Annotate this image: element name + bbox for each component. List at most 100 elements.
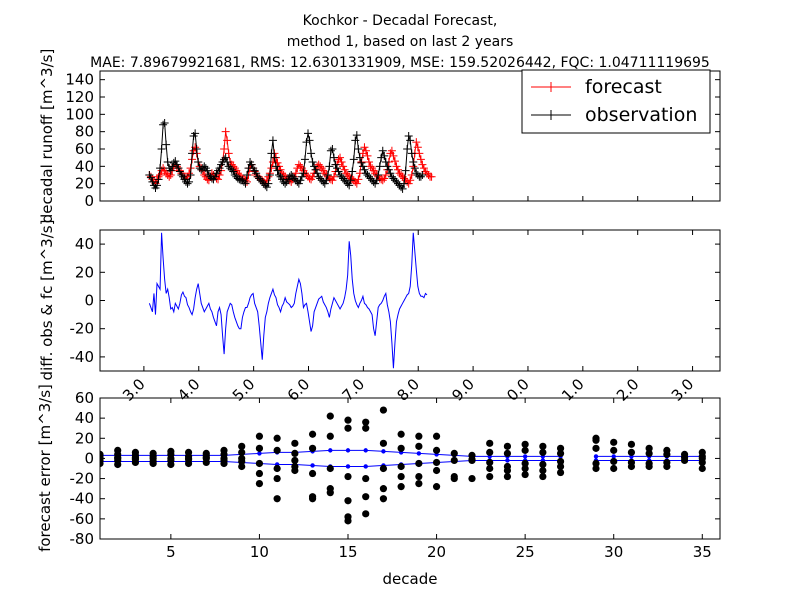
observation-marker [410, 164, 419, 173]
observation-marker [297, 172, 306, 181]
forecast-marker [156, 171, 165, 179]
error-point [255, 444, 264, 452]
observation-marker [223, 158, 232, 166]
observation-marker [328, 145, 337, 153]
error-point [326, 489, 334, 497]
observation-marker [323, 171, 332, 179]
error-point [556, 449, 565, 457]
error-point [627, 440, 636, 448]
error-point [291, 466, 299, 475]
error-point [273, 474, 281, 483]
observation-marker [355, 153, 364, 162]
observation-marker [381, 158, 390, 166]
observation-marker [354, 145, 363, 153]
forecast-marker [419, 164, 428, 173]
runoff-ytick-label: 40 [75, 157, 94, 175]
error-band-marker [328, 448, 333, 453]
error-point [397, 444, 405, 452]
error-point [238, 442, 246, 450]
forecast-marker [296, 162, 305, 171]
error-point [486, 458, 494, 467]
error-point [503, 472, 512, 481]
observation-marker [386, 169, 395, 178]
forecast-marker [415, 149, 424, 158]
error-point [698, 464, 706, 473]
year-tick-label: 5.0 [229, 375, 259, 405]
error-point [238, 454, 246, 463]
forecast-marker [224, 149, 233, 158]
difference-ytick-label: 40 [75, 235, 94, 253]
error-point [592, 444, 600, 452]
forecast-marker [392, 162, 401, 171]
runoff-ytick-label: 140 [65, 71, 94, 89]
error-point [344, 472, 352, 481]
error-band-marker [381, 449, 386, 454]
error-point [450, 456, 458, 465]
error-point [131, 454, 140, 463]
observation-marker [360, 165, 369, 174]
forecast-marker [340, 165, 349, 174]
observation-marker [174, 164, 183, 173]
error-point [521, 459, 529, 468]
error-point [202, 453, 210, 462]
error-point [379, 495, 388, 503]
error-band-marker [257, 451, 262, 456]
error-point [308, 444, 317, 452]
error-point [645, 449, 653, 457]
year-tick-label: 0.0 [503, 375, 533, 405]
error-point [521, 464, 529, 473]
forecast-marker [390, 157, 399, 166]
runoff-ytick-label: 20 [75, 175, 94, 193]
error-point [255, 480, 264, 488]
observation-marker [175, 167, 184, 176]
forecast-marker [389, 151, 398, 160]
observation-marker [375, 162, 384, 171]
observation-marker [416, 172, 425, 181]
observation-marker [407, 149, 416, 158]
observation-marker [239, 177, 248, 186]
observation-marker [357, 158, 366, 167]
error-point [432, 466, 441, 475]
observation-marker [268, 136, 277, 145]
observation-marker [329, 153, 338, 162]
error-point [184, 455, 193, 464]
error-point [556, 468, 565, 477]
observation-marker [265, 171, 274, 179]
observation-marker [380, 151, 389, 160]
observation-marker [148, 177, 157, 186]
error-point [362, 474, 370, 483]
error-point [308, 430, 317, 438]
observation-marker [304, 129, 313, 138]
difference-ytick-label: 0 [84, 292, 94, 310]
observation-marker [404, 132, 413, 140]
error-point [432, 458, 441, 467]
error-point [255, 469, 264, 478]
error-point [397, 472, 405, 481]
difference-ytick-label: -40 [70, 348, 95, 366]
error-point [645, 462, 653, 471]
observation-marker [186, 171, 195, 179]
observation-marker [275, 171, 284, 179]
error-point [503, 449, 512, 457]
error-ytick-label: -40 [70, 490, 95, 508]
forecast-marker [361, 146, 370, 155]
observation-marker [348, 167, 357, 176]
observation-marker [273, 166, 282, 175]
observation-marker [154, 175, 163, 184]
observation-marker [371, 179, 380, 188]
forecast-marker [220, 145, 229, 153]
forecast-marker [221, 127, 230, 136]
observation-marker [294, 179, 303, 188]
error-point [521, 446, 529, 454]
forecast-marker [416, 155, 425, 164]
observation-marker [191, 129, 200, 138]
runoff-plot-area [145, 119, 436, 193]
error-point [610, 446, 618, 454]
error-band-marker [416, 451, 422, 456]
error-point [291, 449, 299, 457]
observation-marker [159, 120, 168, 129]
observation-marker [403, 145, 412, 153]
error-point [344, 517, 352, 525]
runoff-axes-frame [99, 70, 721, 202]
